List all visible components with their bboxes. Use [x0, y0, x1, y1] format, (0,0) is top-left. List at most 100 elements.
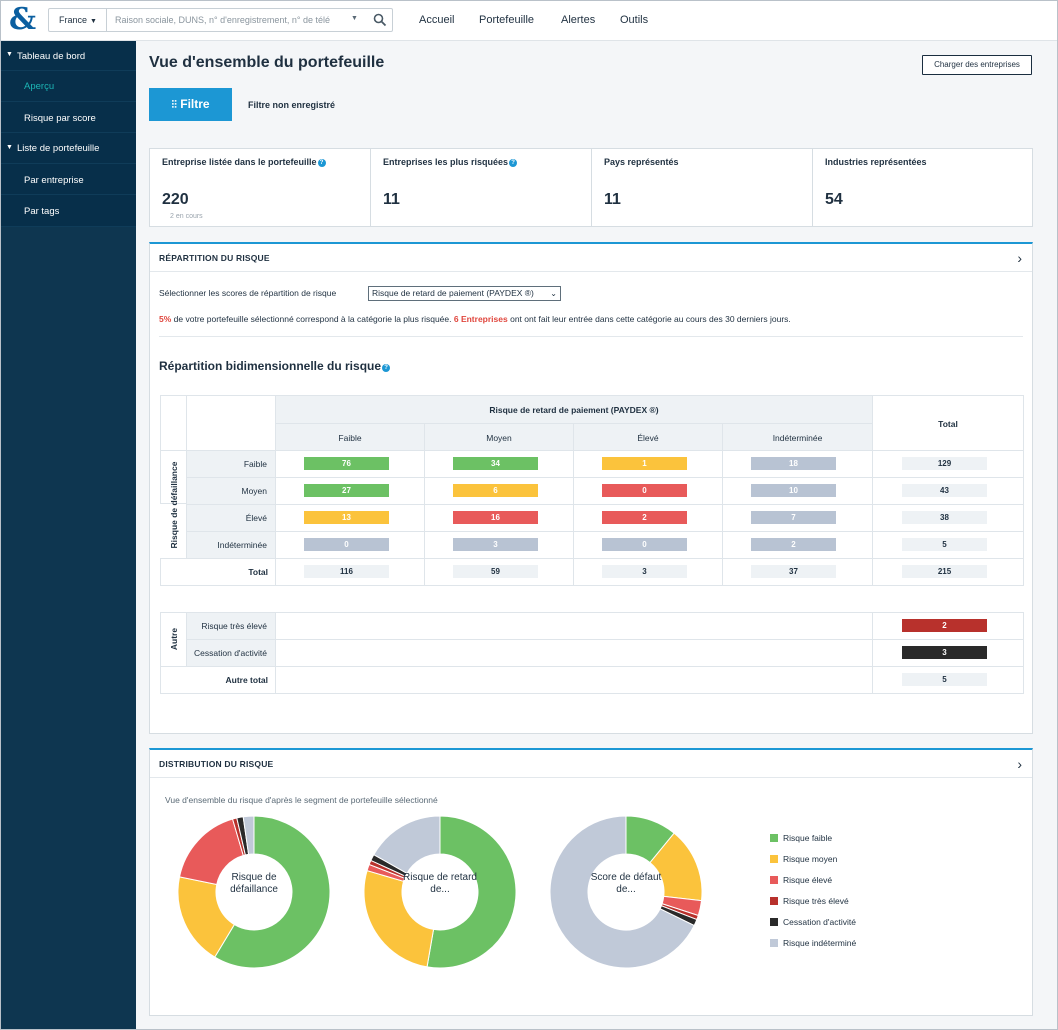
- info-icon[interactable]: ?: [317, 159, 326, 167]
- summary-count[interactable]: 6 Entreprises: [453, 314, 508, 324]
- other-group-label: Autre: [169, 627, 179, 651]
- search-icon[interactable]: [373, 13, 387, 27]
- page-title: Vue d'ensemble du portefeuille: [149, 54, 385, 71]
- donut-slice-risque-ind-termin-[interactable]: [549, 815, 695, 969]
- sidebar: ▼ Tableau de bord Aperçu Risque par scor…: [1, 41, 136, 1029]
- donut-slice-risque-ind-termin-[interactable]: [373, 815, 441, 874]
- donut-slice-risque-moyen[interactable]: [363, 869, 435, 968]
- chevron-right-icon[interactable]: ›: [1017, 756, 1022, 772]
- risk-summary: 5% de votre portefeuille sélectionné cor…: [159, 314, 791, 324]
- col-header-moyen: Moyen: [424, 423, 574, 451]
- legend-label: Risque faible: [783, 833, 833, 843]
- legend-label: Risque élevé: [783, 875, 833, 885]
- stat-label: Entreprise listée dans le portefeuille: [162, 157, 317, 167]
- donut-chart[interactable]: Risque de retard de...: [362, 814, 518, 970]
- legend-item[interactable]: Risque très élevé: [770, 896, 849, 906]
- risk-score-select-value: Risque de retard de paiement (PAYDEX ®): [372, 288, 534, 298]
- select-label: Sélectionner les scores de répartition d…: [159, 288, 337, 298]
- info-icon[interactable]: ?: [509, 159, 518, 167]
- matrix-value-pill[interactable]: 27: [304, 484, 389, 497]
- caret-down-icon: ▼: [6, 144, 13, 151]
- summary-text: de votre portefeuille sélectionné corres…: [171, 314, 454, 324]
- legend-item[interactable]: Cessation d'activité: [770, 917, 856, 927]
- filter-status: Filtre non enregistré: [248, 100, 336, 110]
- matrix-value-pill[interactable]: 16: [453, 511, 538, 524]
- country-select[interactable]: France ▼: [49, 9, 107, 31]
- sidebar-item-label: Par tags: [24, 206, 60, 217]
- bivariate-title-text: Répartition bidimensionnelle du risque: [159, 359, 382, 373]
- distribution-subtitle: Vue d'ensemble du risque d'après le segm…: [165, 795, 438, 805]
- legend-label: Risque indéterminé: [783, 938, 857, 948]
- other-row-header: Risque très élevé: [186, 612, 276, 640]
- other-value-pill[interactable]: 3: [902, 646, 987, 659]
- matrix-value-pill[interactable]: 2: [751, 538, 836, 551]
- stat-card-listed: Entreprise listée dans le portefeuille? …: [150, 149, 371, 226]
- nav-alertes[interactable]: Alertes: [561, 14, 596, 26]
- row-header: Élevé: [186, 504, 276, 532]
- matrix-value-pill[interactable]: 0: [602, 484, 687, 497]
- caret-down-icon: ▼: [6, 51, 13, 58]
- matrix-value-pill[interactable]: 18: [751, 457, 836, 470]
- chevron-right-icon[interactable]: ›: [1017, 250, 1022, 266]
- donut-slice-risque-faible[interactable]: [426, 815, 517, 969]
- row-header: Indéterminée: [186, 531, 276, 559]
- matrix-value-pill[interactable]: 34: [453, 457, 538, 470]
- matrix-value-pill[interactable]: 7: [751, 511, 836, 524]
- row-total-value: 38: [902, 511, 987, 524]
- donut-slice-risque-ind-termin-[interactable]: [242, 815, 255, 855]
- matrix-value-pill[interactable]: 76: [304, 457, 389, 470]
- other-total-value: 5: [902, 673, 987, 686]
- sidebar-item-par-tags[interactable]: Par tags: [1, 195, 136, 227]
- legend-item[interactable]: Risque faible: [770, 833, 832, 843]
- legend-item[interactable]: Risque indéterminé: [770, 938, 856, 948]
- row-total-value: 5: [902, 538, 987, 551]
- bivariate-title: Répartition bidimensionnelle du risque?: [159, 359, 391, 373]
- brand-logo[interactable]: &: [9, 2, 37, 37]
- risk-distribution-panel: DISTRIBUTION DU RISQUE › Vue d'ensemble …: [149, 748, 1033, 1016]
- matrix-value-pill[interactable]: 3: [453, 538, 538, 551]
- stat-card-riskiest[interactable]: Entreprises les plus risquées? 11: [371, 149, 592, 226]
- nav-accueil[interactable]: Accueil: [419, 14, 455, 26]
- legend-swatch: [770, 855, 778, 863]
- legend-item[interactable]: Risque moyen: [770, 854, 837, 864]
- country-label: France: [59, 15, 88, 25]
- donut-chart[interactable]: Risque de défaillance: [176, 814, 332, 970]
- filter-button-label: Filtre: [180, 97, 210, 111]
- matrix-value-pill[interactable]: 1: [602, 457, 687, 470]
- info-icon[interactable]: ?: [382, 364, 391, 372]
- other-value-pill[interactable]: 2: [902, 619, 987, 632]
- other-total-row-cell: [275, 666, 873, 694]
- divider: [159, 336, 1023, 337]
- matrix-value-pill[interactable]: 0: [602, 538, 687, 551]
- sidebar-item-risque-par-score[interactable]: Risque par score: [1, 102, 136, 133]
- nav-portefeuille[interactable]: Portefeuille: [479, 14, 535, 26]
- sidebar-item-par-entreprise[interactable]: Par entreprise: [1, 164, 136, 195]
- matrix-value-pill[interactable]: 6: [453, 484, 538, 497]
- column-total-value: 116: [304, 565, 389, 578]
- donut-slice-risque-faible[interactable]: [214, 815, 331, 969]
- matrix-value-pill[interactable]: 13: [304, 511, 389, 524]
- matrix-value-pill[interactable]: 0: [304, 538, 389, 551]
- donut-svg: [549, 815, 703, 969]
- sidebar-item-apercu[interactable]: Aperçu: [1, 71, 136, 102]
- sidebar-section-dashboard[interactable]: ▼ Tableau de bord: [1, 41, 136, 71]
- load-companies-button[interactable]: Charger des entreprises: [922, 55, 1032, 75]
- totals-row-label: Total: [248, 567, 268, 577]
- filter-button[interactable]: ⫶⫶ Filtre: [149, 88, 232, 121]
- sidebar-section-portfolio-list[interactable]: ▼ Liste de portefeuille: [1, 133, 136, 164]
- search-input[interactable]: [109, 9, 341, 31]
- legend-label: Risque moyen: [783, 854, 838, 864]
- donut-chart[interactable]: Score de défaut de...: [548, 814, 704, 970]
- risk-repartition-panel: RÉPARTITION DU RISQUE › Sélectionner les…: [149, 242, 1033, 734]
- legend-item[interactable]: Risque élevé: [770, 875, 832, 885]
- risk-score-select[interactable]: Risque de retard de paiement (PAYDEX ®) ⌄: [368, 286, 561, 301]
- row-header: Moyen: [186, 477, 276, 505]
- chevron-down-icon[interactable]: ▼: [351, 15, 358, 22]
- stat-card-countries: Pays représentés 11: [592, 149, 813, 226]
- nav-outils[interactable]: Outils: [620, 14, 649, 26]
- matrix-value-pill[interactable]: 2: [602, 511, 687, 524]
- matrix-value-pill[interactable]: 10: [751, 484, 836, 497]
- column-total-value: 59: [453, 565, 538, 578]
- row-group-label: Risque de défaillance: [169, 461, 179, 549]
- col-header-eleve: Élevé: [573, 423, 723, 451]
